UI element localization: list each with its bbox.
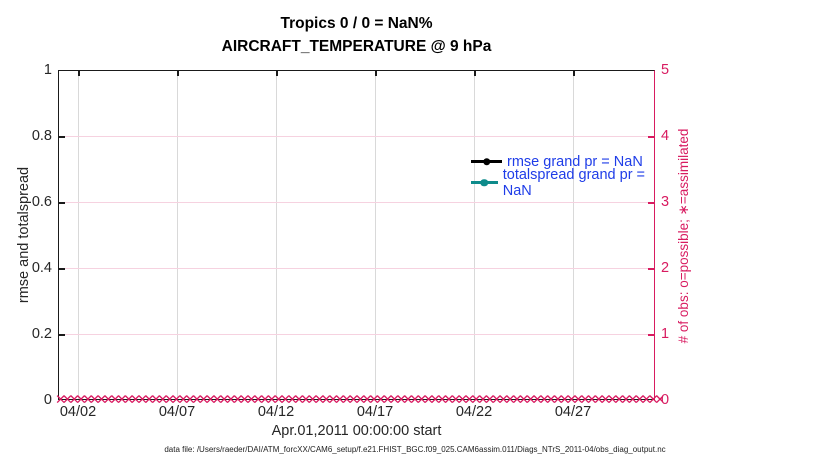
- assimilated-markers-band: ✕✕✕✕✕✕✕✕✕✕✕✕✕✕✕✕✕✕✕✕✕✕✕✕✕✕✕✕✕✕✕✕✕✕✕✕✕✕✕✕…: [55, 392, 663, 407]
- y-right-tick-mark: [648, 268, 654, 270]
- y-left-tick-label: 0.6: [31, 194, 52, 210]
- y-left-tick-label: 0.2: [31, 326, 52, 342]
- x-tick-label: 04/17: [356, 404, 394, 420]
- y-left-tick-label: 0: [43, 392, 52, 408]
- x-tick-mark: [177, 71, 179, 76]
- y-left-tick-label: 0.4: [31, 260, 52, 276]
- gridline-horizontal: [59, 202, 654, 203]
- y-right-tick-label: 1: [661, 326, 670, 342]
- y-axis-label-left: rmse and totalspread: [16, 166, 32, 304]
- x-tick-label: 04/27: [554, 404, 592, 420]
- x-tick-mark: [375, 71, 377, 76]
- y-left-tick-mark: [59, 268, 65, 270]
- plot-area: rmse grand pr = NaN totalspread grand pr…: [58, 70, 655, 400]
- y-right-tick-mark: [648, 334, 654, 336]
- y-left-tick-label: 0.8: [31, 128, 52, 144]
- legend-label-totalspread: totalspread grand pr = NaN: [502, 166, 646, 199]
- x-tick-mark: [78, 71, 80, 76]
- totalspread-line-sample: [471, 178, 498, 187]
- gridline-horizontal: [59, 268, 654, 269]
- x-axis-label: Apr.01,2011 00:00:00 start: [271, 423, 442, 439]
- legend-item-totalspread: totalspread grand pr = NaN: [471, 167, 654, 199]
- y-right-tick-label: 4: [661, 128, 670, 144]
- gridline-vertical: [573, 71, 574, 399]
- x-tick-label: 04/22: [455, 404, 493, 420]
- y-right-tick-label: 5: [661, 62, 670, 78]
- gridline-vertical: [474, 71, 475, 399]
- y-right-tick-mark: [648, 136, 654, 138]
- gridline-horizontal: [59, 136, 654, 137]
- y-right-tick-label: 3: [661, 194, 670, 210]
- y-left-tick-mark: [59, 136, 65, 138]
- gridline-vertical: [375, 71, 376, 399]
- chart-title: Tropics 0 / 0 = NaN% AIRCRAFT_TEMPERATUR…: [58, 12, 655, 58]
- rmse-marker-icon: [482, 157, 491, 166]
- y-left-tick-mark: [59, 202, 65, 204]
- data-file-path: data file: /Users/raeder/DAI/ATM_forcXX/…: [164, 445, 666, 454]
- gridline-vertical: [177, 71, 178, 399]
- title-line-2: AIRCRAFT_TEMPERATURE @ 9 hPa: [221, 38, 492, 55]
- y-right-tick-mark: [648, 202, 654, 204]
- y-right-tick-label: 2: [661, 260, 670, 276]
- gridline-horizontal: [59, 334, 654, 335]
- title-line-1: Tropics 0 / 0 = NaN%: [280, 15, 433, 32]
- x-tick-mark: [573, 71, 575, 76]
- rmse-line-sample: [471, 157, 502, 166]
- y-right-tick-label: 0: [661, 392, 670, 408]
- y-left-tick-mark: [59, 334, 65, 336]
- y-left-tick-label: 1: [43, 62, 52, 78]
- x-tick-label: 04/02: [59, 404, 97, 420]
- totalspread-marker-icon: [480, 178, 489, 187]
- legend-label-rmse: rmse grand pr = NaN: [507, 153, 643, 170]
- x-tick-label: 04/07: [158, 404, 196, 420]
- legend: rmse grand pr = NaN totalspread grand pr…: [471, 151, 654, 199]
- gridline-vertical: [276, 71, 277, 399]
- x-tick-mark: [474, 71, 476, 76]
- legend-item-rmse: rmse grand pr = NaN: [471, 151, 654, 172]
- gridline-vertical: [78, 71, 79, 399]
- x-tick-label: 04/12: [257, 404, 295, 420]
- x-tick-mark: [276, 71, 278, 76]
